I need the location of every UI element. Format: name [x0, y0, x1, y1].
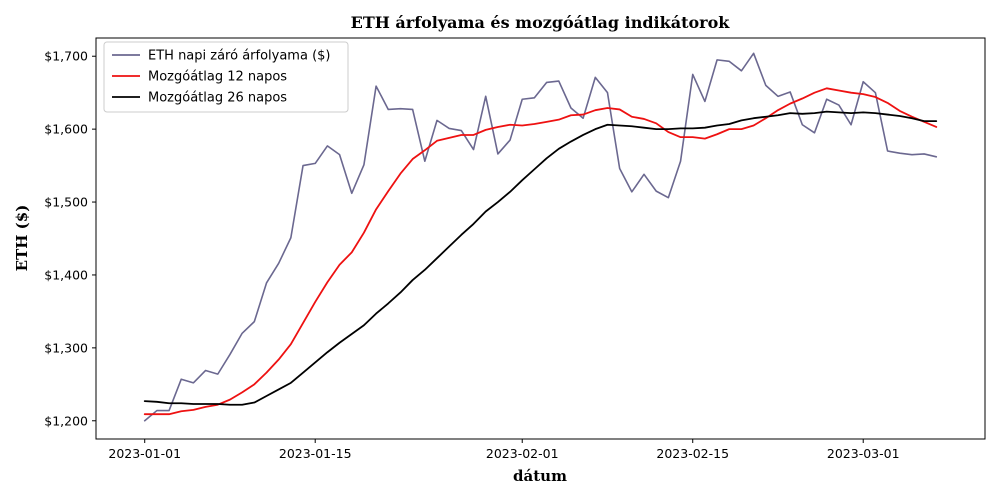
- y-tick-label: $1,600: [44, 122, 88, 137]
- y-tick-label: $1,500: [44, 195, 88, 210]
- legend-label-1: ETH napi záró árfolyama ($): [148, 49, 331, 64]
- x-tick-label: 2023-01-01: [108, 446, 181, 461]
- legend-box: [103, 41, 349, 113]
- x-tick-label: 2023-02-15: [656, 446, 729, 461]
- x-tick-label: 2023-02-01: [486, 446, 559, 461]
- chart-title: ETH árfolyama és mozgóátlag indikátorok: [351, 13, 731, 32]
- series-line-3: [143, 110, 938, 406]
- y-tick-label: $1,700: [44, 49, 88, 64]
- plot-area: $1,200 $1,300 $1,400 $1,500 $1,600 $1,700 2023…: [44, 37, 986, 461]
- y-tick-label: $1,400: [44, 267, 88, 282]
- y-axis-label: ETH ($): [13, 205, 31, 272]
- series-line-1: [143, 52, 938, 422]
- series-line-2: [143, 87, 938, 416]
- x-axis-label: dátum: [513, 467, 567, 485]
- x-tick-label: 2023-03-01: [827, 446, 900, 461]
- legend-label-3: Mozgóátlag 26 napos: [148, 91, 287, 106]
- x-tick-label: 2023-01-15: [279, 446, 352, 461]
- legend-label-2: Mozgóátlag 12 napos: [148, 70, 287, 85]
- y-tick-label: $1,200: [44, 413, 88, 428]
- y-tick-label: $1,300: [44, 340, 88, 355]
- legend: ETH napi záró árfolyama ($) Mozgóátlag 12…: [103, 41, 349, 113]
- axes-frame: [95, 37, 986, 440]
